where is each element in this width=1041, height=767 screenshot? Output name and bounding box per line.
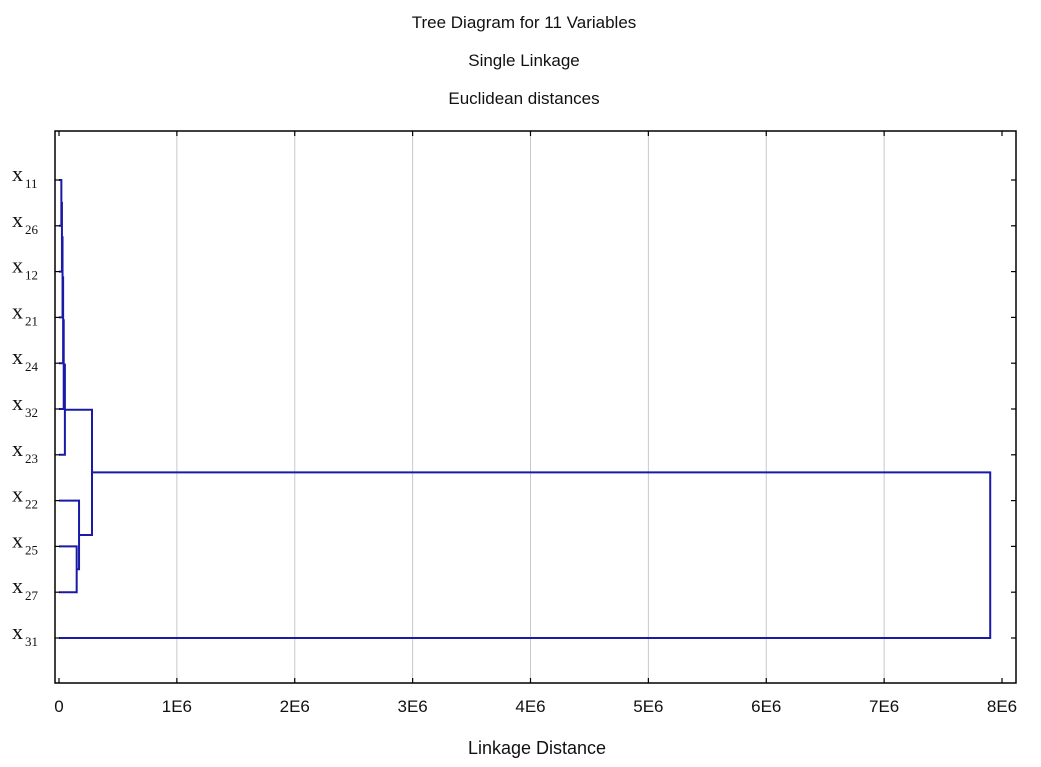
leaf-labels: x 11 x 26 x 12 x 21 x 24 x 32 x 23 x 22 x 25 x 27 x 31 — [12, 161, 39, 649]
leaf-label: x 22 — [12, 482, 38, 512]
leaf-label-subscript: 32 — [25, 405, 38, 420]
dendrogram-link — [59, 319, 65, 410]
leaf-label: x 24 — [12, 344, 39, 374]
dendrogram-links — [59, 179, 992, 639]
x-axis-label: Linkage Distance — [468, 738, 606, 758]
leaf-label: x 27 — [12, 573, 39, 603]
leaf-label: x 25 — [12, 527, 38, 557]
x-tick-label: 1E6 — [162, 697, 192, 716]
leaf-label-subscript: 23 — [25, 451, 38, 466]
dendrogram-link — [59, 236, 64, 319]
leaf-label-subscript: 22 — [25, 497, 38, 512]
dendrogram-link — [59, 545, 78, 594]
plot-frame — [54, 130, 1017, 684]
leaf-label: x 32 — [12, 390, 38, 420]
x-tick-label: 5E6 — [633, 697, 663, 716]
x-tick-label: 7E6 — [869, 697, 899, 716]
axis-ticks: 0 1E6 2E6 3E6 4E6 5E6 6E6 7E6 8E6 — [54, 131, 1017, 716]
chart-title: Tree Diagram for 11 Variables — [412, 13, 637, 32]
leaf-label: x 12 — [12, 253, 38, 283]
gridlines — [176, 131, 885, 683]
leaf-label: x 11 — [12, 161, 38, 191]
dendrogram-link — [59, 471, 992, 639]
chart-subtitle-linkage: Single Linkage — [468, 51, 580, 70]
leaf-label-subscript: 27 — [25, 588, 39, 603]
x-tick-label: 3E6 — [398, 697, 428, 716]
leaf-label-subscript: 12 — [25, 268, 38, 283]
leaf-label-subscript: 26 — [25, 222, 39, 237]
x-tick-label: 0 — [54, 697, 63, 716]
leaf-label-subscript: 11 — [25, 176, 38, 191]
x-tick-label: 8E6 — [987, 697, 1017, 716]
leaf-label-subscript: 24 — [25, 359, 39, 374]
leaf-label-subscript: 31 — [25, 634, 38, 649]
leaf-label: x 23 — [12, 436, 38, 466]
chart-subtitle-distance: Euclidean distances — [448, 89, 599, 108]
leaf-label: x 26 — [12, 207, 39, 237]
leaf-label-subscript: 25 — [25, 542, 38, 557]
leaf-label: x 31 — [12, 619, 38, 649]
leaf-label: x 21 — [12, 298, 38, 328]
leaf-label-subscript: 21 — [25, 313, 38, 328]
x-tick-label: 2E6 — [280, 697, 310, 716]
x-tick-label: 6E6 — [751, 697, 781, 716]
dendrogram-link — [59, 276, 65, 365]
dendrogram-link — [59, 499, 81, 571]
x-tick-label: 4E6 — [515, 697, 545, 716]
